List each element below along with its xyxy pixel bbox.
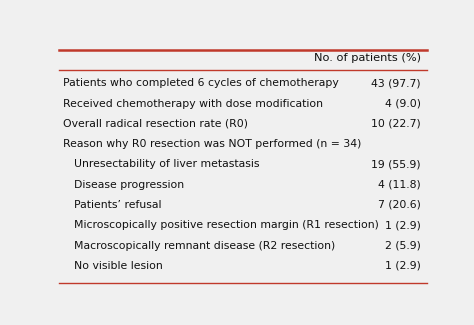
Text: Patients’ refusal: Patients’ refusal <box>74 200 162 210</box>
Text: 1 (2.9): 1 (2.9) <box>385 261 421 271</box>
Text: Reason why R0 resection was NOT performed (n = 34): Reason why R0 resection was NOT performe… <box>63 139 361 149</box>
Text: Received chemotherapy with dose modification: Received chemotherapy with dose modifica… <box>63 99 323 109</box>
Text: 19 (55.9): 19 (55.9) <box>372 160 421 169</box>
Text: Microscopically positive resection margin (R1 resection): Microscopically positive resection margi… <box>74 220 379 230</box>
Text: No visible lesion: No visible lesion <box>74 261 163 271</box>
Text: 2 (5.9): 2 (5.9) <box>385 240 421 251</box>
Text: 4 (11.8): 4 (11.8) <box>378 180 421 190</box>
Text: 43 (97.7): 43 (97.7) <box>372 78 421 88</box>
Text: 4 (9.0): 4 (9.0) <box>385 99 421 109</box>
Text: Disease progression: Disease progression <box>74 180 184 190</box>
Text: 1 (2.9): 1 (2.9) <box>385 220 421 230</box>
Text: Patients who completed 6 cycles of chemotherapy: Patients who completed 6 cycles of chemo… <box>63 78 339 88</box>
Text: Macroscopically remnant disease (R2 resection): Macroscopically remnant disease (R2 rese… <box>74 240 335 251</box>
Text: Unresectability of liver metastasis: Unresectability of liver metastasis <box>74 160 259 169</box>
Text: 7 (20.6): 7 (20.6) <box>378 200 421 210</box>
Text: No. of patients (%): No. of patients (%) <box>314 53 421 63</box>
Text: 10 (22.7): 10 (22.7) <box>371 119 421 129</box>
Text: Overall radical resection rate (R0): Overall radical resection rate (R0) <box>63 119 248 129</box>
